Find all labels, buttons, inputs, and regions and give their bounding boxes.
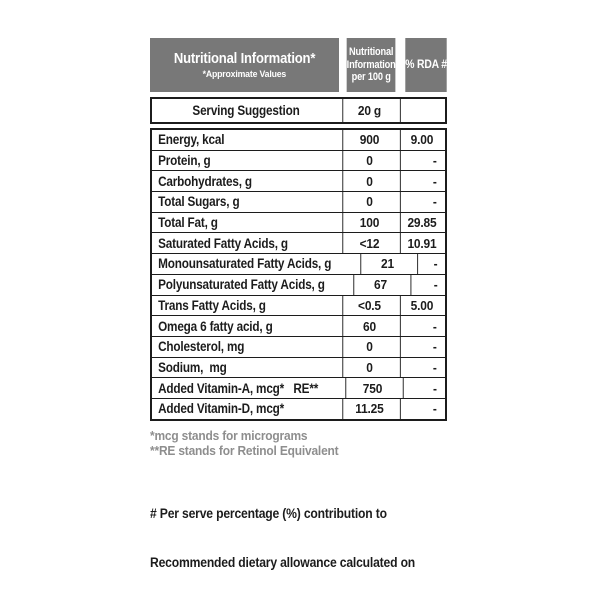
- table-row: Protein, g 0-: [152, 149, 445, 171]
- row-value: 67: [352, 274, 406, 295]
- header-divider: [400, 38, 404, 92]
- row-value: 0: [342, 192, 395, 212]
- row-rda: 29.85: [399, 212, 443, 233]
- header-title: Nutritional Information*: [173, 50, 316, 67]
- row-label: Cholesterol, mg: [158, 339, 245, 355]
- row-rda: 5.00: [399, 295, 443, 316]
- row-value: 0: [342, 171, 395, 192]
- row-value: 0: [342, 336, 395, 357]
- row-value: 0: [342, 150, 395, 171]
- row-rda: 10.91: [399, 233, 443, 254]
- table-row: Cholesterol, mg 0-: [152, 335, 445, 357]
- row-label: Polyunsaturated Fatty Acids, g: [158, 277, 325, 293]
- table-row: Carbohydrates, g 0-: [152, 170, 445, 192]
- header-divider: [339, 38, 342, 92]
- table-row: Added Vitamin-D, mcg* 11.25-: [152, 397, 445, 419]
- row-label: Trans Fatty Acids, g: [158, 297, 266, 313]
- row-rda: 9.00: [399, 130, 443, 150]
- header-col-nutritional-information: Nutritional Information* *Approximate Va…: [150, 38, 339, 92]
- row-value: 0: [342, 357, 395, 378]
- footnote-re: **RE stands for Retinol Equivalent: [150, 443, 339, 459]
- row-value: 21: [360, 254, 413, 274]
- table-header: Nutritional Information* *Approximate Va…: [150, 38, 447, 92]
- row-label: Total Sugars, g: [158, 194, 240, 210]
- row-value: <0.5: [342, 295, 395, 316]
- serving-rda: [399, 99, 443, 122]
- header-subtitle: *Approximate Values: [202, 68, 287, 80]
- table-row: Total Fat, g 100 29.85: [152, 211, 445, 233]
- footnote-line: # Per serve percentage (%) contribution …: [150, 505, 387, 521]
- serving-label: Serving Suggestion: [192, 103, 300, 118]
- table-row: Total Sugars, g 0-: [152, 191, 445, 212]
- serving-value: 20 g: [342, 99, 395, 122]
- footnote-rda-explanation: # Per serve percentage (%) contribution …: [150, 473, 417, 600]
- row-value: <12: [342, 233, 395, 254]
- row-rda: -: [417, 254, 444, 274]
- table-row: Saturated Fatty Acids, g <12 10.91: [152, 232, 445, 254]
- row-label: Saturated Fatty Acids, g: [158, 235, 288, 251]
- row-value: 750: [345, 378, 398, 398]
- header-col-per-100g: Nutritional Information per 100 g: [346, 38, 396, 92]
- row-rda: -: [399, 192, 443, 212]
- row-rda: -: [399, 357, 443, 378]
- row-label: Omega 6 fatty acid, g: [158, 318, 273, 334]
- row-rda: -: [399, 171, 443, 192]
- row-label: Sodium, mg: [158, 359, 227, 375]
- row-label: Energy, kcal: [158, 132, 225, 148]
- header-col-rda: % RDA #: [405, 38, 447, 92]
- nutrition-panel: Nutritional Information* *Approximate Va…: [150, 38, 447, 600]
- row-rda: -: [399, 336, 443, 357]
- nutrition-table-body: Energy, kcal 900 9.00 Protein, g 0- Carbohydr…: [150, 128, 447, 421]
- row-value: 11.25: [342, 398, 395, 419]
- row-rda: -: [399, 398, 443, 419]
- table-row: Sodium, mg 0-: [152, 356, 445, 378]
- row-value: 60: [342, 316, 395, 336]
- row-label: Added Vitamin-D, mcg*: [158, 401, 285, 417]
- row-rda: -: [399, 150, 443, 171]
- table-row: Monounsaturated Fatty Acids, g 21-: [152, 253, 445, 274]
- row-label: Total Fat, g: [158, 215, 218, 231]
- table-row: Omega 6 fatty acid, g 60-: [152, 315, 445, 336]
- table-row: Polyunsaturated Fatty Acids, g 67-: [152, 273, 445, 295]
- row-value: 900: [342, 130, 395, 150]
- footnote-mcg: *mcg stands for micrograms: [150, 427, 308, 443]
- row-label: Protein, g: [158, 153, 211, 169]
- table-row: Trans Fatty Acids, g <0.5 5.00: [152, 294, 445, 316]
- row-label: Added Vitamin-A, mcg* RE**: [158, 380, 319, 396]
- row-rda: -: [399, 316, 443, 336]
- row-value: 100: [342, 212, 395, 233]
- table-row: Added Vitamin-A, mcg* RE** 750-: [152, 377, 445, 398]
- row-rda: -: [410, 274, 444, 295]
- serving-suggestion-row: Serving Suggestion 20 g: [150, 97, 447, 124]
- footnote-line: Recommended dietary allowance calculated…: [150, 555, 416, 571]
- table-row: Energy, kcal 900 9.00: [152, 130, 445, 150]
- row-rda: -: [402, 378, 444, 398]
- row-label: Monounsaturated Fatty Acids, g: [158, 256, 332, 272]
- row-label: Carbohydrates, g: [158, 173, 252, 189]
